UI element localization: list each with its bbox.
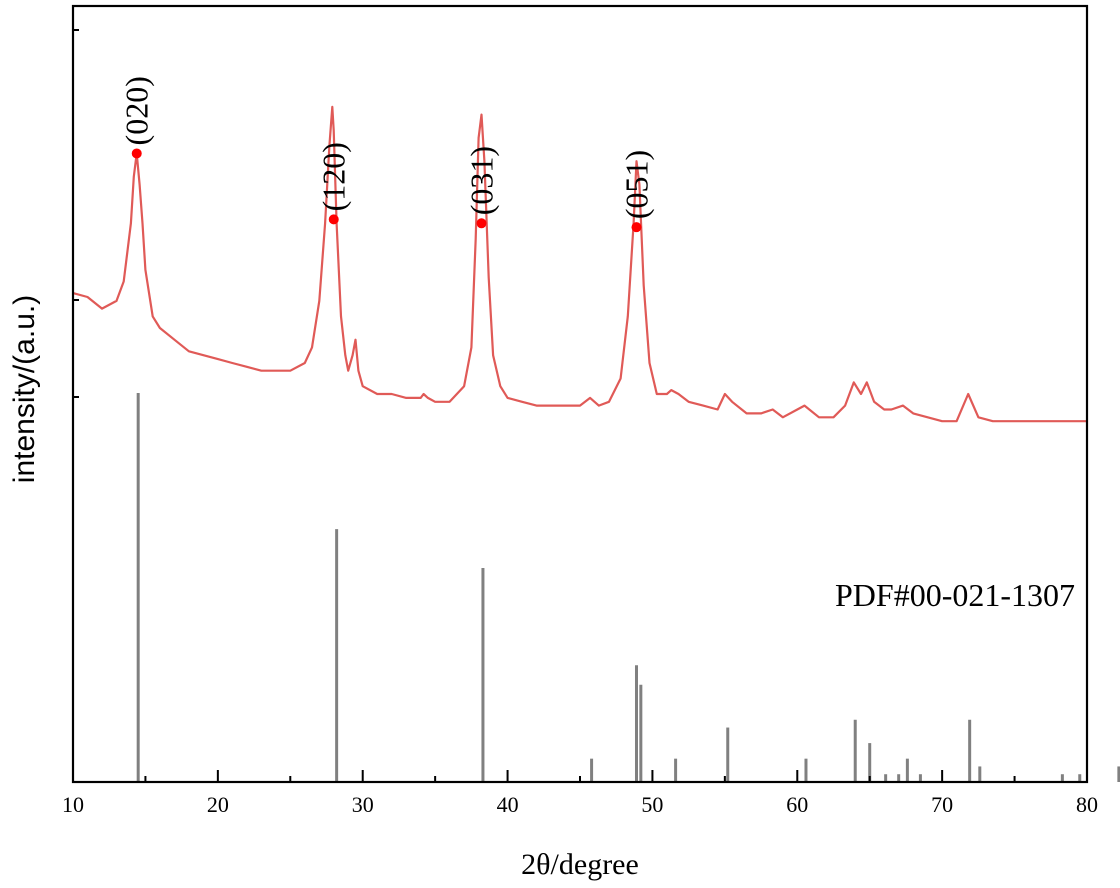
peak-markers — [131, 148, 642, 233]
y-axis-title: intensity/(a.u.) — [8, 295, 41, 483]
xrd-pattern-line — [72, 105, 1087, 423]
x-tick-label: 50 — [641, 792, 663, 817]
peak-marker — [328, 214, 339, 225]
peak-labels: (020) (120) (031) (051) — [119, 76, 655, 219]
x-tick-label: 20 — [207, 792, 229, 817]
reference-pdf-label: PDF#00-021-1307 — [835, 577, 1075, 613]
x-tick-label: 30 — [352, 792, 374, 817]
x-tick-label: 60 — [786, 792, 808, 817]
x-tick-label: 40 — [497, 792, 519, 817]
peak-marker — [476, 218, 487, 229]
x-tick-label: 70 — [931, 792, 953, 817]
peak-label: (031) — [463, 146, 499, 215]
peak-label: (020) — [119, 76, 155, 145]
x-tick-label: 10 — [62, 792, 84, 817]
peak-marker — [631, 222, 642, 233]
peak-marker — [131, 148, 142, 159]
plot-frame — [71, 4, 1089, 784]
x-axis-ticks: 10 20 30 40 50 60 70 80 — [62, 29, 1098, 817]
x-tick-label: 80 — [1076, 792, 1098, 817]
reference-bars — [136, 393, 1120, 782]
x-axis-title: 2θ/degree — [521, 848, 639, 881]
peak-label: (120) — [316, 142, 352, 211]
peak-label: (051) — [618, 150, 654, 219]
